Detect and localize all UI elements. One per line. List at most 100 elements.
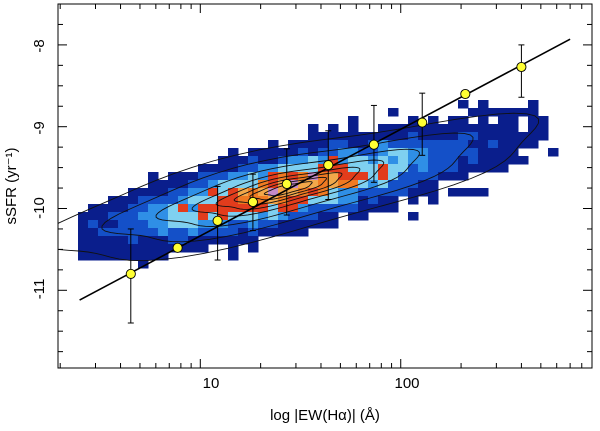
density-cell (468, 188, 479, 197)
density-cell (278, 164, 289, 173)
density-cell (128, 228, 139, 237)
density-cell (368, 132, 379, 141)
density-cell (238, 228, 249, 237)
density-cell (408, 196, 419, 205)
median-points (125, 61, 527, 279)
density-cell (98, 212, 109, 221)
density-cell (118, 236, 129, 245)
density-cell (258, 172, 269, 181)
density-cell (458, 188, 469, 197)
median-point (460, 88, 471, 100)
density-cell (348, 148, 359, 157)
density-cell (478, 100, 489, 109)
y-tick-label-neg9: -9 (31, 121, 48, 134)
density-cell (448, 116, 459, 125)
density-cell (478, 132, 489, 141)
density-cell (428, 132, 439, 141)
density-cell (478, 164, 489, 173)
density-cell (128, 204, 139, 213)
density-cell (398, 140, 409, 149)
density-cell (288, 228, 299, 237)
density-cell (148, 220, 159, 229)
density-cell (298, 140, 309, 149)
density-cell (448, 148, 459, 157)
density-cell (208, 164, 219, 173)
density-cell (408, 132, 419, 141)
density-cell (298, 196, 309, 205)
density-cell (138, 188, 149, 197)
density-cell (248, 244, 259, 253)
density-cell (88, 228, 99, 237)
density-cell (328, 148, 339, 157)
density-cell (168, 196, 179, 205)
density-cell (348, 140, 359, 149)
density-cell (298, 204, 309, 213)
density-cell (428, 124, 439, 133)
density-cell (408, 156, 419, 165)
density-cell (408, 172, 419, 181)
density-cell (408, 180, 419, 189)
density-cell (348, 116, 359, 125)
density-cell (208, 212, 219, 221)
density-cell (248, 148, 259, 157)
density-cell (158, 228, 169, 237)
density-cell (468, 156, 479, 165)
density-cell (318, 204, 329, 213)
y-tick-label-neg11: -11 (31, 279, 48, 300)
density-cell (398, 148, 409, 157)
density-cell (128, 236, 139, 245)
x-tick-label-100: 100 (394, 375, 419, 392)
density-cell (438, 132, 449, 141)
density-cell (398, 172, 409, 181)
density-cell (178, 228, 189, 237)
density-cell (418, 172, 429, 181)
density-cell (448, 188, 459, 197)
density-cell (388, 108, 399, 117)
density-cell (108, 244, 119, 253)
density-cell (188, 172, 199, 181)
density-cell (258, 220, 269, 229)
density-cell (138, 228, 149, 237)
contour-line (263, 181, 313, 197)
density-cell (258, 148, 269, 157)
density-cell (348, 124, 359, 133)
density-cell (128, 212, 139, 221)
density-cell (278, 204, 289, 213)
density-cell (128, 252, 139, 261)
density-cell (78, 252, 89, 261)
density-cell (268, 196, 279, 205)
density-cell (548, 148, 559, 157)
density-cell (428, 148, 439, 157)
density-cell (498, 108, 509, 117)
density-cell (288, 164, 299, 173)
density-cell (388, 180, 399, 189)
density-cell (428, 188, 439, 197)
density-cell (98, 204, 109, 213)
density-cell (278, 148, 289, 157)
density-cell (508, 124, 519, 133)
density-cell (188, 228, 199, 237)
density-cell (308, 220, 319, 229)
density-cell (258, 164, 269, 173)
density-cell (228, 188, 239, 197)
density-cell (368, 180, 379, 189)
density-cell (428, 196, 439, 205)
density-cell (178, 236, 189, 245)
density-cell (248, 228, 259, 237)
y-tick-label-neg8: -8 (31, 39, 48, 52)
density-cell (468, 148, 479, 157)
density-cell (128, 188, 139, 197)
density-cell (198, 220, 209, 229)
x-tick-label-10: 10 (203, 375, 220, 392)
density-cell (488, 140, 499, 149)
density-cell (388, 148, 399, 157)
density-cell (118, 220, 129, 229)
density-cell (308, 188, 319, 197)
density-cell (388, 172, 399, 181)
density-cell (148, 252, 159, 261)
density-cell (368, 196, 379, 205)
density-cell (178, 180, 189, 189)
density-cell (198, 244, 209, 253)
density-cell (228, 172, 239, 181)
density-cell (308, 180, 319, 189)
